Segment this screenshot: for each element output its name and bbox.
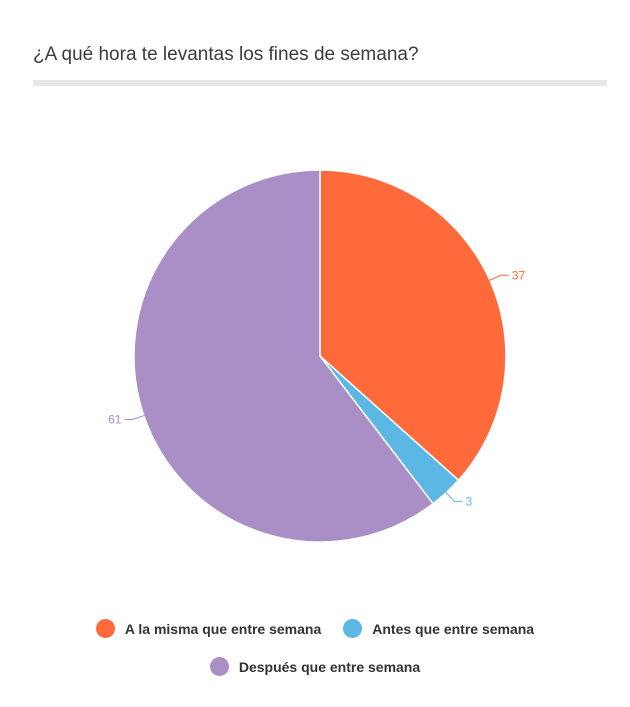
legend-label: A la misma que entre semana bbox=[124, 620, 322, 637]
legend-row-1: A la misma que entre semana Antes que en… bbox=[0, 619, 630, 638]
leader-line bbox=[487, 274, 509, 282]
legend-row-2: Después que entre semana bbox=[0, 657, 630, 676]
data-label: 61 bbox=[108, 413, 122, 427]
legend-swatch bbox=[95, 619, 115, 638]
legend-label: Antes que entre semana bbox=[372, 620, 535, 637]
chart-title: ¿A qué hora te levantas los fines de sem… bbox=[33, 44, 419, 65]
data-label: 3 bbox=[465, 494, 472, 508]
legend-swatch bbox=[209, 657, 229, 676]
legend-item-antes[interactable]: Antes que entre semana bbox=[343, 619, 534, 638]
legend-label: Después que entre semana bbox=[238, 658, 421, 675]
legend-item-despues[interactable]: Después que entre semana bbox=[209, 657, 421, 676]
leader-line bbox=[444, 490, 463, 502]
legend-swatch bbox=[343, 619, 363, 638]
data-label: 37 bbox=[512, 268, 526, 282]
title-divider bbox=[33, 80, 607, 86]
leader-line bbox=[124, 414, 146, 421]
legend-item-misma[interactable]: A la misma que entre semana bbox=[95, 619, 322, 638]
